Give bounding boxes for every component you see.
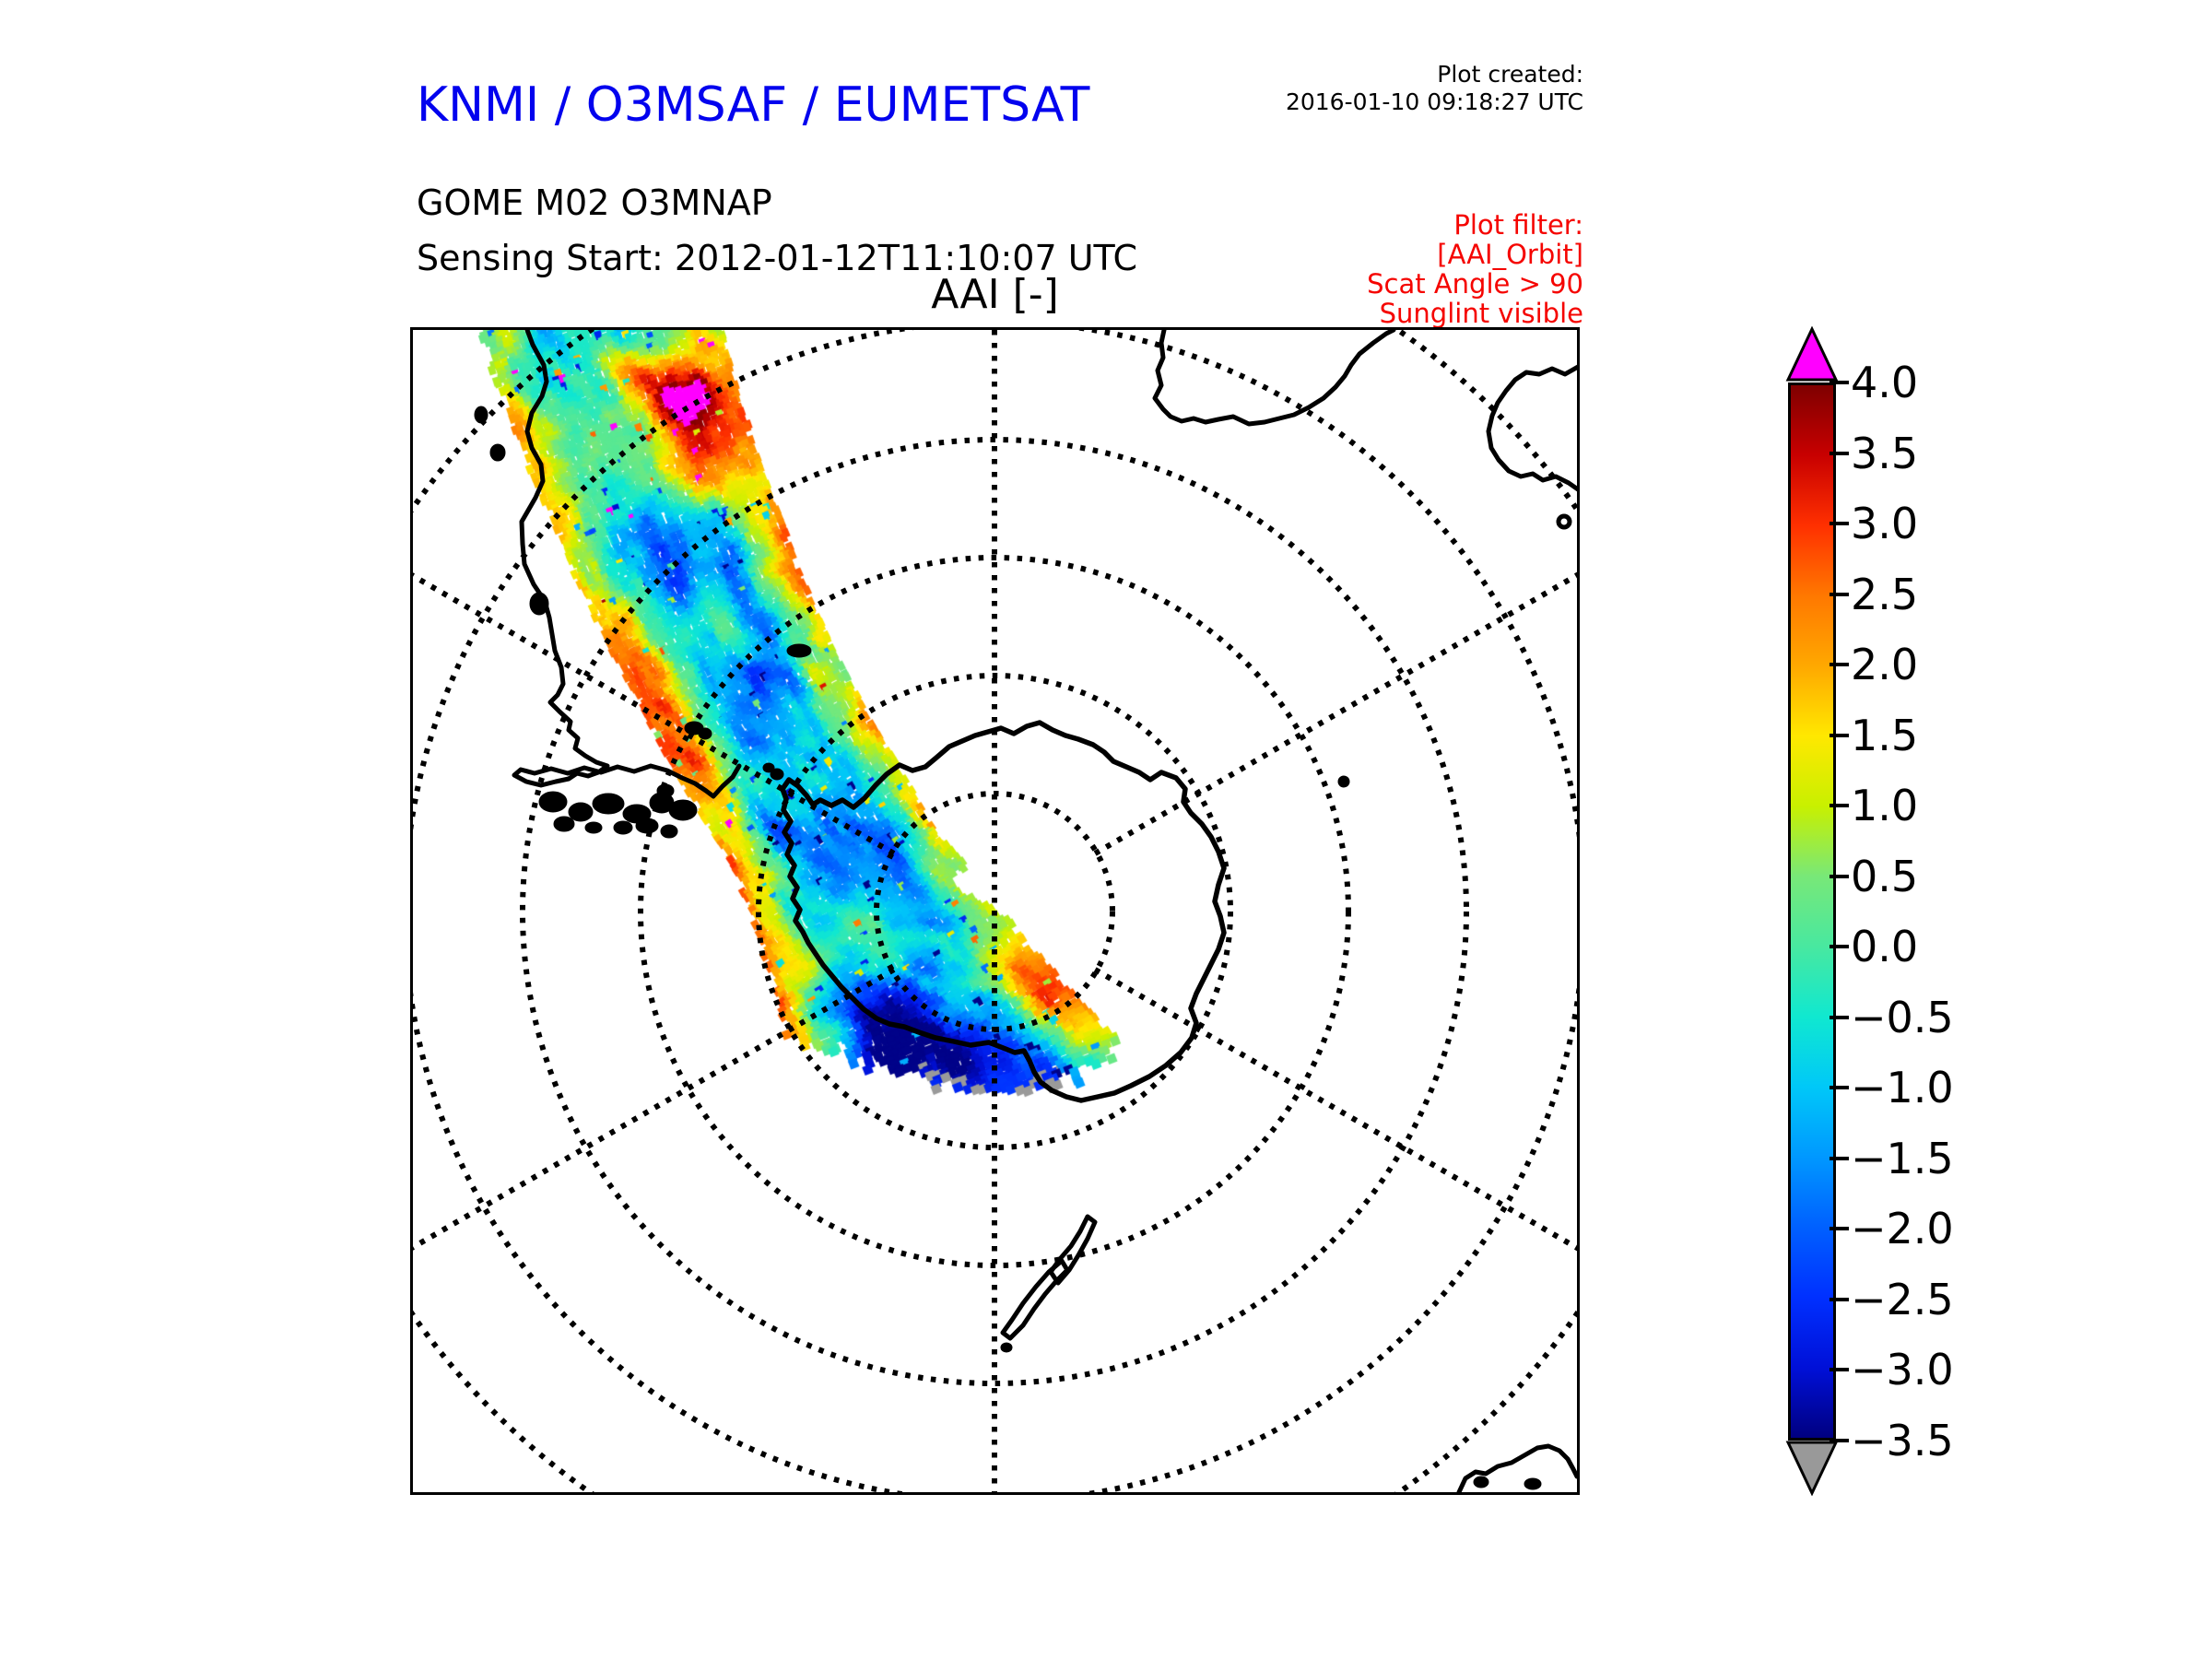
island-falkland	[698, 727, 712, 740]
colorbar-tick-label: 4.0	[1851, 358, 1919, 407]
colorbar-tick	[1830, 1015, 1849, 1019]
colorbar-tick-label: −3.5	[1851, 1415, 1954, 1465]
plot-created-value: 2016-01-10 09:18:27 UTC	[1285, 88, 1583, 115]
coast-right-landmass	[1486, 364, 1577, 492]
colorbar-over-range-arrow	[1785, 326, 1839, 382]
meridian-ray	[1093, 571, 1577, 856]
island-tierra-del-fuego	[584, 821, 603, 834]
plot-filter-line: Plot filter:	[1453, 209, 1583, 241]
island-tierra-del-fuego	[592, 793, 625, 815]
colorbar	[1788, 382, 1836, 1441]
island	[1473, 1476, 1489, 1488]
colorbar-tick	[1830, 592, 1849, 596]
colorbar-tick	[1830, 522, 1849, 526]
coast-australia	[1456, 1443, 1577, 1492]
colorbar-tick-label: −1.0	[1851, 1063, 1954, 1113]
latitude-circle	[638, 555, 1351, 1268]
coast-antarctica	[780, 720, 1227, 1103]
map-frame	[410, 327, 1580, 1495]
island	[1524, 1477, 1542, 1490]
island-falkland	[684, 721, 704, 735]
plot-created-block: Plot created: 2016-01-10 09:18:27 UTC	[1286, 61, 1583, 116]
island	[786, 643, 812, 658]
island-peninsula-tip	[770, 768, 784, 781]
colorbar-tick-label: 3.5	[1851, 428, 1919, 478]
island-tierra-del-fuego	[635, 818, 659, 834]
colorbar-tick-label: 3.0	[1851, 499, 1919, 549]
coast-new-zealand-north	[1048, 1214, 1098, 1286]
page-title: KNMI / O3MSAF / EUMETSAT	[417, 77, 1090, 133]
colorbar-tick-label: −1.5	[1851, 1133, 1954, 1183]
island-tierra-del-fuego	[568, 802, 594, 822]
colorbar-under-range-arrow	[1785, 1441, 1839, 1496]
colorbar-tick-label: 2.5	[1851, 569, 1919, 619]
map-area	[413, 330, 1577, 1492]
colorbar-tick-label: −3.0	[1851, 1345, 1954, 1395]
sensing-start-line: Sensing Start: 2012-01-12T11:10:07 UTC	[417, 238, 1138, 278]
colorbar-tick	[1830, 1438, 1849, 1442]
colorbar-tick	[1830, 1156, 1849, 1160]
coast-new-zealand-south	[1000, 1258, 1070, 1341]
meridian-ray	[413, 967, 896, 1251]
island-ring	[1556, 513, 1572, 530]
plot-filter-line: Sunglint visible	[1379, 298, 1583, 329]
colorbar-tick	[1830, 663, 1849, 667]
island	[1337, 775, 1350, 788]
island-tierra-del-fuego	[538, 791, 568, 813]
coast-africa	[1152, 330, 1396, 427]
colorbar-tick-label: 1.0	[1851, 781, 1919, 831]
colorbar-tick	[1830, 874, 1849, 878]
island-tierra-del-fuego	[622, 804, 652, 824]
colorbar-tick	[1830, 804, 1849, 808]
coastlines	[474, 330, 1577, 1492]
island	[489, 443, 506, 462]
island-tierra-del-fuego	[613, 820, 633, 835]
island-tierra-del-fuego	[656, 783, 675, 798]
product-line: GOME M02 O3MNAP	[417, 182, 772, 223]
plot-filter-line: Scat Angle > 90	[1367, 268, 1583, 300]
colorbar-tick	[1830, 451, 1849, 455]
latitude-circle	[756, 673, 1233, 1150]
plot-filter-line: [AAI_Orbit]	[1437, 239, 1583, 270]
island-tierra-del-fuego	[660, 824, 678, 839]
island	[529, 592, 549, 616]
island-tierra-del-fuego	[553, 816, 575, 832]
colorbar-tick	[1830, 1368, 1849, 1372]
colorbar-tick	[1830, 381, 1849, 384]
island	[474, 406, 488, 424]
colorbar-tick-label: −0.5	[1851, 992, 1954, 1042]
island-stewart	[1000, 1342, 1013, 1353]
colorbar-tick-label: −2.5	[1851, 1274, 1954, 1324]
island-tierra-del-fuego	[668, 799, 698, 821]
colorbar-tick	[1830, 1086, 1849, 1090]
coast-south-america	[512, 330, 742, 799]
map-title: AAI [-]	[931, 271, 1059, 318]
colorbar-tick-label: 2.0	[1851, 640, 1919, 690]
colorbar-tick-label: 1.5	[1851, 710, 1919, 760]
latitude-circle	[520, 437, 1469, 1386]
meridian-ray	[1093, 967, 1577, 1252]
colorbar-tick-label: 0.0	[1851, 922, 1919, 972]
island-peninsula-tip	[762, 762, 775, 773]
colorbar-tick	[1830, 1227, 1849, 1231]
plot-filter-block: Plot filter: [AAI_Orbit] Scat Angle > 90 Su…	[1367, 210, 1583, 328]
colorbar-tick-label: −2.0	[1851, 1204, 1954, 1254]
plot-created-label: Plot created:	[1437, 61, 1583, 88]
colorbar-tick	[1830, 945, 1849, 949]
colorbar-tick-label: 0.5	[1851, 851, 1919, 901]
colorbar-tick	[1830, 733, 1849, 737]
colorbar-tick	[1830, 1297, 1849, 1301]
map-overlay	[413, 330, 1577, 1492]
